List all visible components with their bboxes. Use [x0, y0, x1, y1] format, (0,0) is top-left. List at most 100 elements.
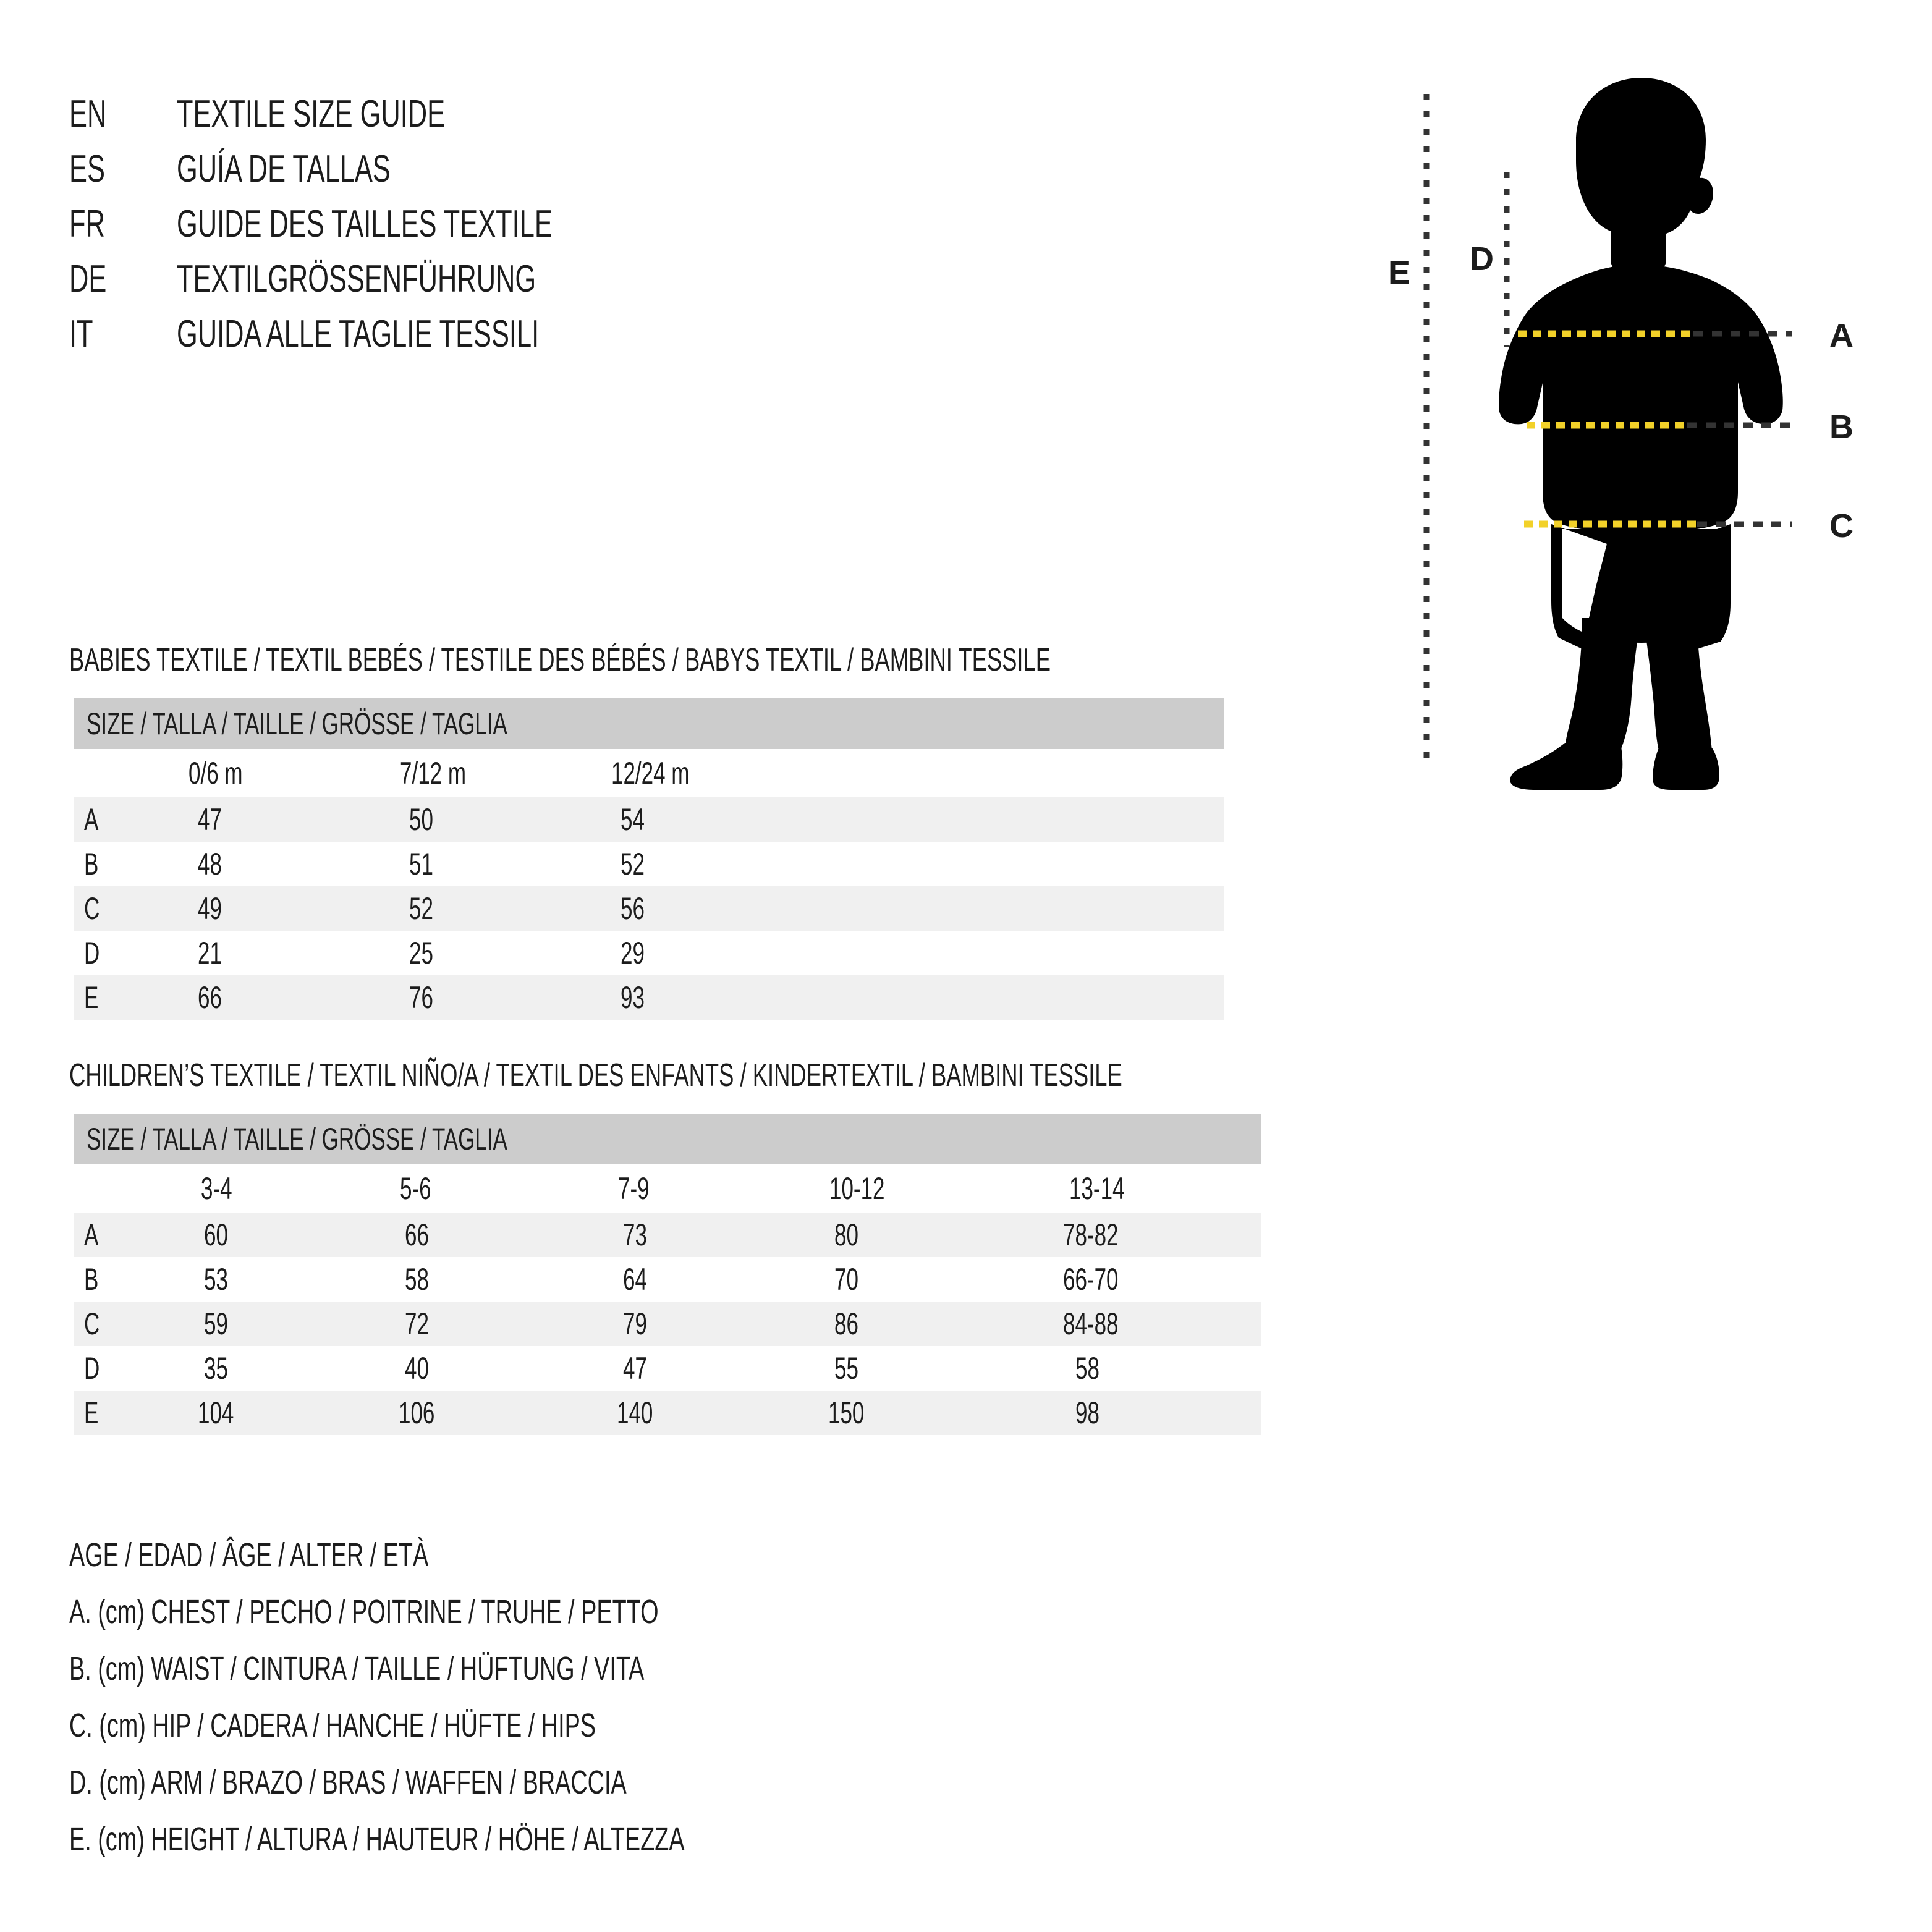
table-cell: 150 — [828, 1396, 865, 1430]
table-cell: 58 — [405, 1262, 429, 1297]
language-row: EN TEXTILE SIZE GUIDE — [69, 87, 934, 142]
language-title: TEXTILGRÖSSENFÜHRUNG — [177, 258, 536, 300]
measurement-legend: AGE / EDAD / ÂGE / ALTER / ETÀ A. (cm) C… — [69, 1527, 948, 1868]
table-cell: 54 — [621, 802, 645, 837]
table-cell: 78-82 — [1063, 1218, 1119, 1252]
table-row: E 66 76 93 — [74, 975, 1224, 1020]
table-cell: 52 — [409, 891, 433, 926]
babies-size-table: SIZE / TALLA / TAILLE / GRÖSSE / TAGLIA … — [74, 698, 1224, 1020]
row-label: B — [84, 847, 99, 881]
figure-label-c: C — [1829, 507, 1854, 544]
row-label: A — [84, 1218, 99, 1252]
table-cell: 56 — [621, 891, 645, 926]
children-table-header-band: SIZE / TALLA / TAILLE / GRÖSSE / TAGLIA — [74, 1114, 1261, 1164]
table-cell: 50 — [409, 802, 433, 837]
children-column-header: 10-12 — [829, 1171, 885, 1206]
language-row: IT GUIDA ALLE TAGLIE TESSILI — [69, 307, 934, 362]
table-cell: 49 — [198, 891, 222, 926]
table-row: C 59 72 79 86 84-88 — [74, 1302, 1261, 1346]
table-cell: 84-88 — [1063, 1307, 1119, 1341]
table-cell: 73 — [623, 1218, 647, 1252]
table-row: E 104 106 140 150 98 — [74, 1391, 1261, 1435]
table-cell: 66-70 — [1063, 1262, 1119, 1297]
row-label: D — [84, 1351, 100, 1386]
table-cell: 66 — [405, 1218, 429, 1252]
table-cell: 51 — [409, 847, 433, 881]
children-size-table: SIZE / TALLA / TAILLE / GRÖSSE / TAGLIA … — [74, 1114, 1261, 1435]
language-title: GUIDA ALLE TAGLIE TESSILI — [177, 313, 540, 355]
legend-item: B. (cm) WAIST / CINTURA / TAILLE / HÜFTU… — [69, 1650, 645, 1687]
table-row: A 47 50 54 — [74, 797, 1224, 842]
table-cell: 80 — [834, 1218, 858, 1252]
table-cell: 86 — [834, 1307, 858, 1341]
table-row: C 49 52 56 — [74, 886, 1224, 931]
table-cell: 66 — [198, 980, 222, 1015]
table-cell: 60 — [204, 1218, 228, 1252]
figure-label-d: D — [1470, 240, 1494, 278]
table-row: D 35 40 47 55 58 — [74, 1346, 1261, 1391]
babies-column-header: 0/6 m — [189, 756, 243, 790]
figure-label-e: E — [1388, 254, 1411, 291]
babies-column-header: 12/24 m — [611, 756, 690, 790]
language-header-block: EN TEXTILE SIZE GUIDE ES GUÍA DE TALLAS … — [69, 87, 934, 362]
row-label: E — [84, 1396, 99, 1430]
row-label: A — [84, 802, 99, 837]
language-title: TEXTILE SIZE GUIDE — [177, 93, 446, 135]
table-cell: 98 — [1075, 1396, 1099, 1430]
table-cell: 79 — [623, 1307, 647, 1341]
table-row: A 60 66 73 80 78-82 — [74, 1213, 1261, 1257]
children-column-header: 3-4 — [201, 1171, 232, 1206]
table-cell: 47 — [623, 1351, 647, 1386]
language-title: GUIDE DES TAILLES TEXTILE — [177, 203, 553, 245]
table-cell: 48 — [198, 847, 222, 881]
babies-column-header: 7/12 m — [400, 756, 467, 790]
language-row: ES GUÍA DE TALLAS — [69, 142, 934, 197]
table-cell: 40 — [405, 1351, 429, 1386]
children-size-label: SIZE / TALLA / TAILLE / GRÖSSE / TAGLIA — [87, 1122, 507, 1156]
children-section-heading: CHILDREN’S TEXTILE / TEXTIL NIÑO/A / TEX… — [69, 1057, 1122, 1093]
legend-item: A. (cm) CHEST / PECHO / POITRINE / TRUHE… — [69, 1593, 659, 1630]
table-cell: 52 — [621, 847, 645, 881]
table-cell: 29 — [621, 936, 645, 970]
row-label: C — [84, 891, 100, 926]
table-cell: 72 — [405, 1307, 429, 1341]
figure-label-b: B — [1829, 409, 1854, 446]
children-column-header-row: 3-4 5-6 7-9 10-12 13-14 — [74, 1164, 1261, 1213]
table-cell: 47 — [198, 802, 222, 837]
babies-table-header-band: SIZE / TALLA / TAILLE / GRÖSSE / TAGLIA — [74, 698, 1224, 749]
table-cell: 25 — [409, 936, 433, 970]
language-row: DE TEXTILGRÖSSENFÜHRUNG — [69, 252, 934, 307]
row-label: B — [84, 1262, 99, 1297]
legend-item: E. (cm) HEIGHT / ALTURA / HAUTEUR / HÖHE… — [69, 1821, 685, 1858]
table-cell: 76 — [409, 980, 433, 1015]
table-cell: 59 — [204, 1307, 228, 1341]
child-silhouette-diagram — [1423, 78, 1792, 790]
table-cell: 21 — [198, 936, 222, 970]
table-cell: 55 — [834, 1351, 858, 1386]
table-cell: 58 — [1075, 1351, 1099, 1386]
child-silhouette-shape — [1499, 78, 1783, 790]
measurement-figure: A B C D E — [1388, 74, 1928, 791]
table-cell: 106 — [399, 1396, 435, 1430]
table-cell: 140 — [617, 1396, 653, 1430]
row-label: C — [84, 1307, 100, 1341]
table-cell: 64 — [623, 1262, 647, 1297]
table-cell: 104 — [198, 1396, 234, 1430]
table-row: D 21 25 29 — [74, 931, 1224, 975]
table-row: B 48 51 52 — [74, 842, 1224, 886]
legend-item: D. (cm) ARM / BRAZO / BRAS / WAFFEN / BR… — [69, 1764, 627, 1801]
legend-item: AGE / EDAD / ÂGE / ALTER / ETÀ — [69, 1536, 429, 1574]
language-title: GUÍA DE TALLAS — [177, 148, 391, 190]
table-cell: 53 — [204, 1262, 228, 1297]
row-label: D — [84, 936, 100, 970]
children-column-header: 13-14 — [1069, 1171, 1125, 1206]
table-cell: 35 — [204, 1351, 228, 1386]
table-cell: 70 — [834, 1262, 858, 1297]
language-row: FR GUIDE DES TAILLES TEXTILE — [69, 197, 934, 252]
babies-size-label: SIZE / TALLA / TAILLE / GRÖSSE / TAGLIA — [87, 706, 507, 741]
figure-label-a: A — [1829, 317, 1854, 354]
children-column-header: 5-6 — [400, 1171, 431, 1206]
table-row: B 53 58 64 70 66-70 — [74, 1257, 1261, 1302]
row-label: E — [84, 980, 99, 1015]
legend-item: C. (cm) HIP / CADERA / HANCHE / HÜFTE / … — [69, 1707, 596, 1744]
